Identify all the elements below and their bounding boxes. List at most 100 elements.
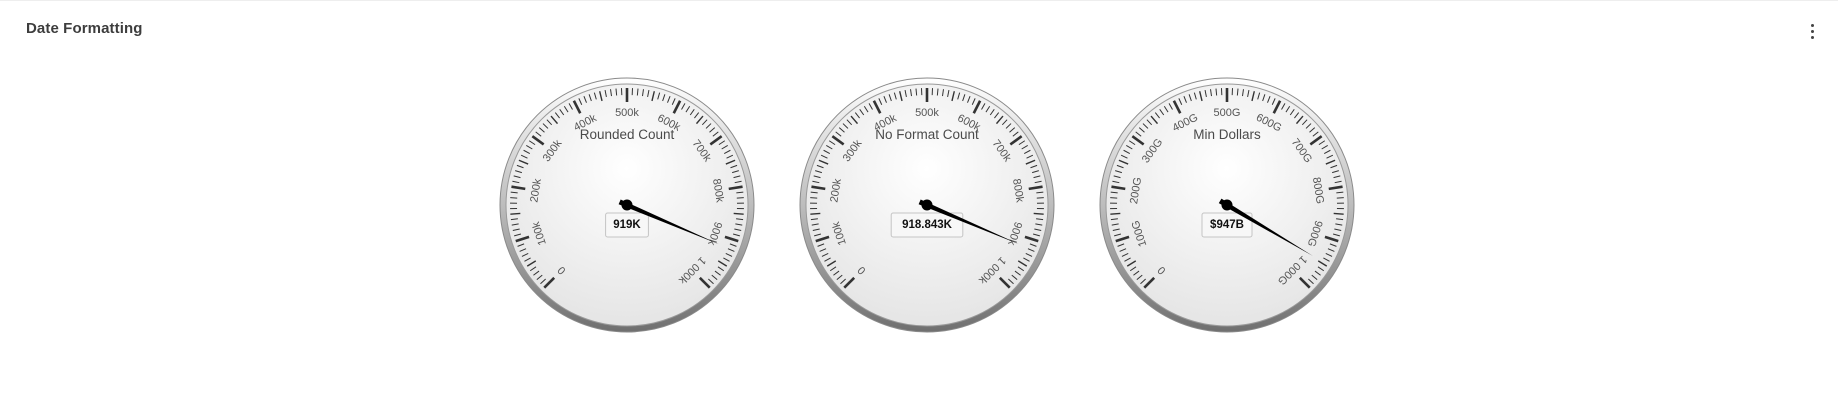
gauge-minor-tick (1036, 218, 1044, 221)
gauge-minor-tick (1031, 170, 1039, 174)
gauge-minor-tick (523, 149, 531, 154)
gauge-minor-tick (542, 123, 549, 129)
gauge-minor-tick (1271, 98, 1276, 105)
gauge-minor-tick (823, 149, 831, 154)
gauge-minor-tick (995, 115, 1004, 125)
gauge-minor-tick (1193, 92, 1197, 100)
gauge-minor-tick (878, 98, 883, 105)
gauge-minor-tick (1257, 92, 1261, 100)
gauge-minor-tick (517, 243, 525, 247)
gauge-minor-tick (1332, 233, 1340, 237)
gauge-minor-tick (717, 260, 728, 267)
gauge-minor-tick (1210, 89, 1212, 97)
gauge-minor-tick (1121, 252, 1129, 257)
gauge-major-tick (698, 276, 711, 289)
gauge-minor-tick (840, 278, 846, 285)
gauge-no-format-count: 0 100k 200k 300k 400k 500k 600k 700k 800k 900k 1 0… (797, 75, 1057, 335)
gauge-value-box (890, 212, 964, 238)
gauge-minor-tick (1305, 123, 1312, 129)
gauge-minor-tick (513, 175, 521, 179)
gauge-minor-tick (813, 175, 821, 179)
gauge-minor-tick (942, 89, 944, 97)
gauge-minor-tick (904, 89, 907, 98)
gauge-minor-tick (1033, 175, 1041, 179)
gauge-minor-tick (888, 94, 892, 102)
gauge-minor-tick (1327, 248, 1335, 252)
gauge-minor-tick (947, 89, 950, 98)
gauge-minor-tick (883, 96, 887, 103)
gauge-major-tick (1115, 235, 1130, 243)
gauge-needle-hub (621, 199, 633, 211)
gauge-minor-tick (1026, 154, 1034, 159)
gauge-major-tick (1131, 135, 1145, 146)
gauge-minor-tick (818, 159, 829, 165)
gauge-minor-tick (1118, 159, 1129, 165)
gauge-minor-tick (1326, 154, 1334, 159)
gauge-minor-tick (850, 115, 859, 125)
gauge-minor-tick (521, 252, 529, 257)
gauge-minor-tick (667, 96, 671, 103)
gauge-minor-tick (1124, 257, 1131, 262)
gauge-minor-tick (520, 154, 528, 159)
gauge-minor-tick (863, 105, 869, 113)
gauge-minor-tick (824, 257, 831, 262)
gauge-minor-tick (899, 91, 903, 102)
gauge-title: Rounded Count (580, 127, 675, 142)
gauge-minor-tick (1325, 252, 1333, 257)
gauge-minor-tick (1128, 140, 1136, 146)
gauge-minor-tick (1335, 223, 1343, 226)
gauge-minor-tick (510, 191, 518, 194)
gauge-minor-tick (729, 243, 737, 247)
gauge-minor-tick (563, 105, 569, 113)
gauge-minor-tick (1204, 89, 1207, 98)
gauge-minor-tick (1110, 191, 1118, 194)
gauge-minor-tick (518, 159, 529, 165)
gauge-minor-tick (533, 270, 540, 276)
gauge-minor-tick (1136, 274, 1143, 280)
gauge-major-tick (1111, 185, 1126, 191)
gauge-value-box (605, 212, 649, 238)
gauge-minor-tick (811, 223, 819, 226)
gauge-minor-tick (1323, 257, 1330, 262)
gauge-major-tick (543, 276, 556, 289)
gauge-minor-tick (981, 103, 986, 110)
gauge-minor-tick (588, 94, 592, 102)
menu-dot (1810, 29, 1814, 33)
gauge-minor-tick (1027, 248, 1035, 252)
gauge-minor-tick (1333, 212, 1344, 215)
gauge-minor-tick (1119, 248, 1127, 252)
gauge-minor-tick (810, 218, 818, 221)
gauge-value-label: $947B (1210, 219, 1244, 231)
gauge-minor-tick (1321, 145, 1328, 150)
gauge-minor-tick (717, 266, 725, 272)
gauge-needle (618, 199, 719, 245)
gauge-major-tick (843, 276, 856, 289)
gauge-minor-tick (816, 164, 824, 169)
gauge-minor-tick (1215, 88, 1218, 96)
gauge-minor-tick (828, 140, 836, 146)
gauge-minor-tick (951, 91, 955, 102)
gauge-value-box (1201, 212, 1253, 238)
gauge-minor-tick (1146, 119, 1153, 126)
gauge-tick-label: 800G (1310, 176, 1326, 204)
gauge-major-tick (811, 185, 826, 191)
gauge-minor-tick (718, 140, 726, 146)
gauge-tick-label: 500G (1214, 107, 1241, 119)
gauge-minor-tick (712, 131, 719, 137)
gauge-minor-tick (1251, 91, 1255, 102)
gauge-minor-tick (936, 88, 939, 96)
gauge-minor-tick (833, 270, 840, 276)
gauge-minor-tick (810, 212, 821, 215)
gauge-major-tick (672, 100, 682, 114)
gauge-minor-tick (1281, 103, 1286, 110)
gauge-title: Min Dollars (1193, 127, 1261, 142)
gauge-minor-tick (735, 223, 743, 226)
gauge-minor-tick (1034, 228, 1042, 232)
gauge-minor-tick (512, 228, 520, 232)
gauge-minor-tick (1150, 115, 1159, 125)
gauge-minor-tick (734, 180, 742, 184)
more-vertical-icon[interactable] (1802, 19, 1822, 43)
